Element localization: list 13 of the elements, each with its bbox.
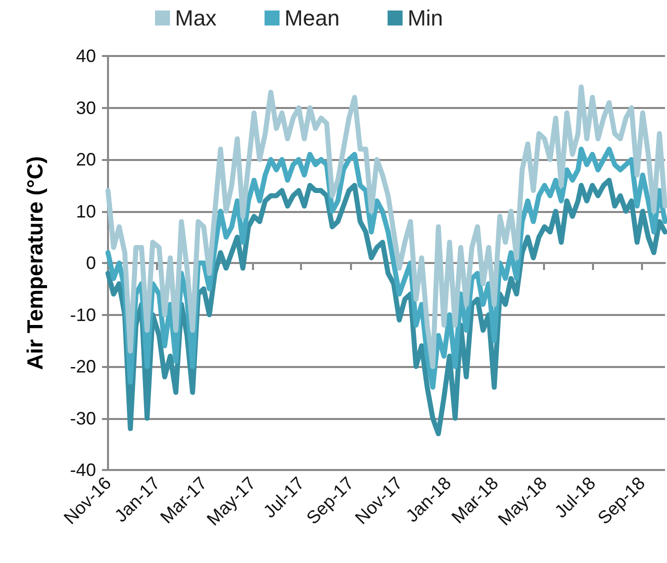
y-tick-label: 0 bbox=[86, 253, 96, 273]
y-tick-label: 30 bbox=[76, 98, 96, 118]
y-tick-label: 20 bbox=[76, 150, 96, 170]
y-tick-label: -10 bbox=[70, 304, 96, 325]
legend-label: Mean bbox=[284, 6, 340, 30]
y-tick-label: -20 bbox=[70, 356, 96, 376]
legend-label: Min bbox=[408, 6, 444, 30]
y-tick-label: -40 bbox=[70, 460, 96, 480]
y-tick-label: 10 bbox=[76, 201, 96, 222]
y-axis-title: Air Temperature (°C) bbox=[22, 156, 48, 370]
y-tick-label: -30 bbox=[70, 408, 96, 428]
legend-label: Max bbox=[175, 6, 217, 30]
y-tick-label: 40 bbox=[76, 46, 96, 66]
